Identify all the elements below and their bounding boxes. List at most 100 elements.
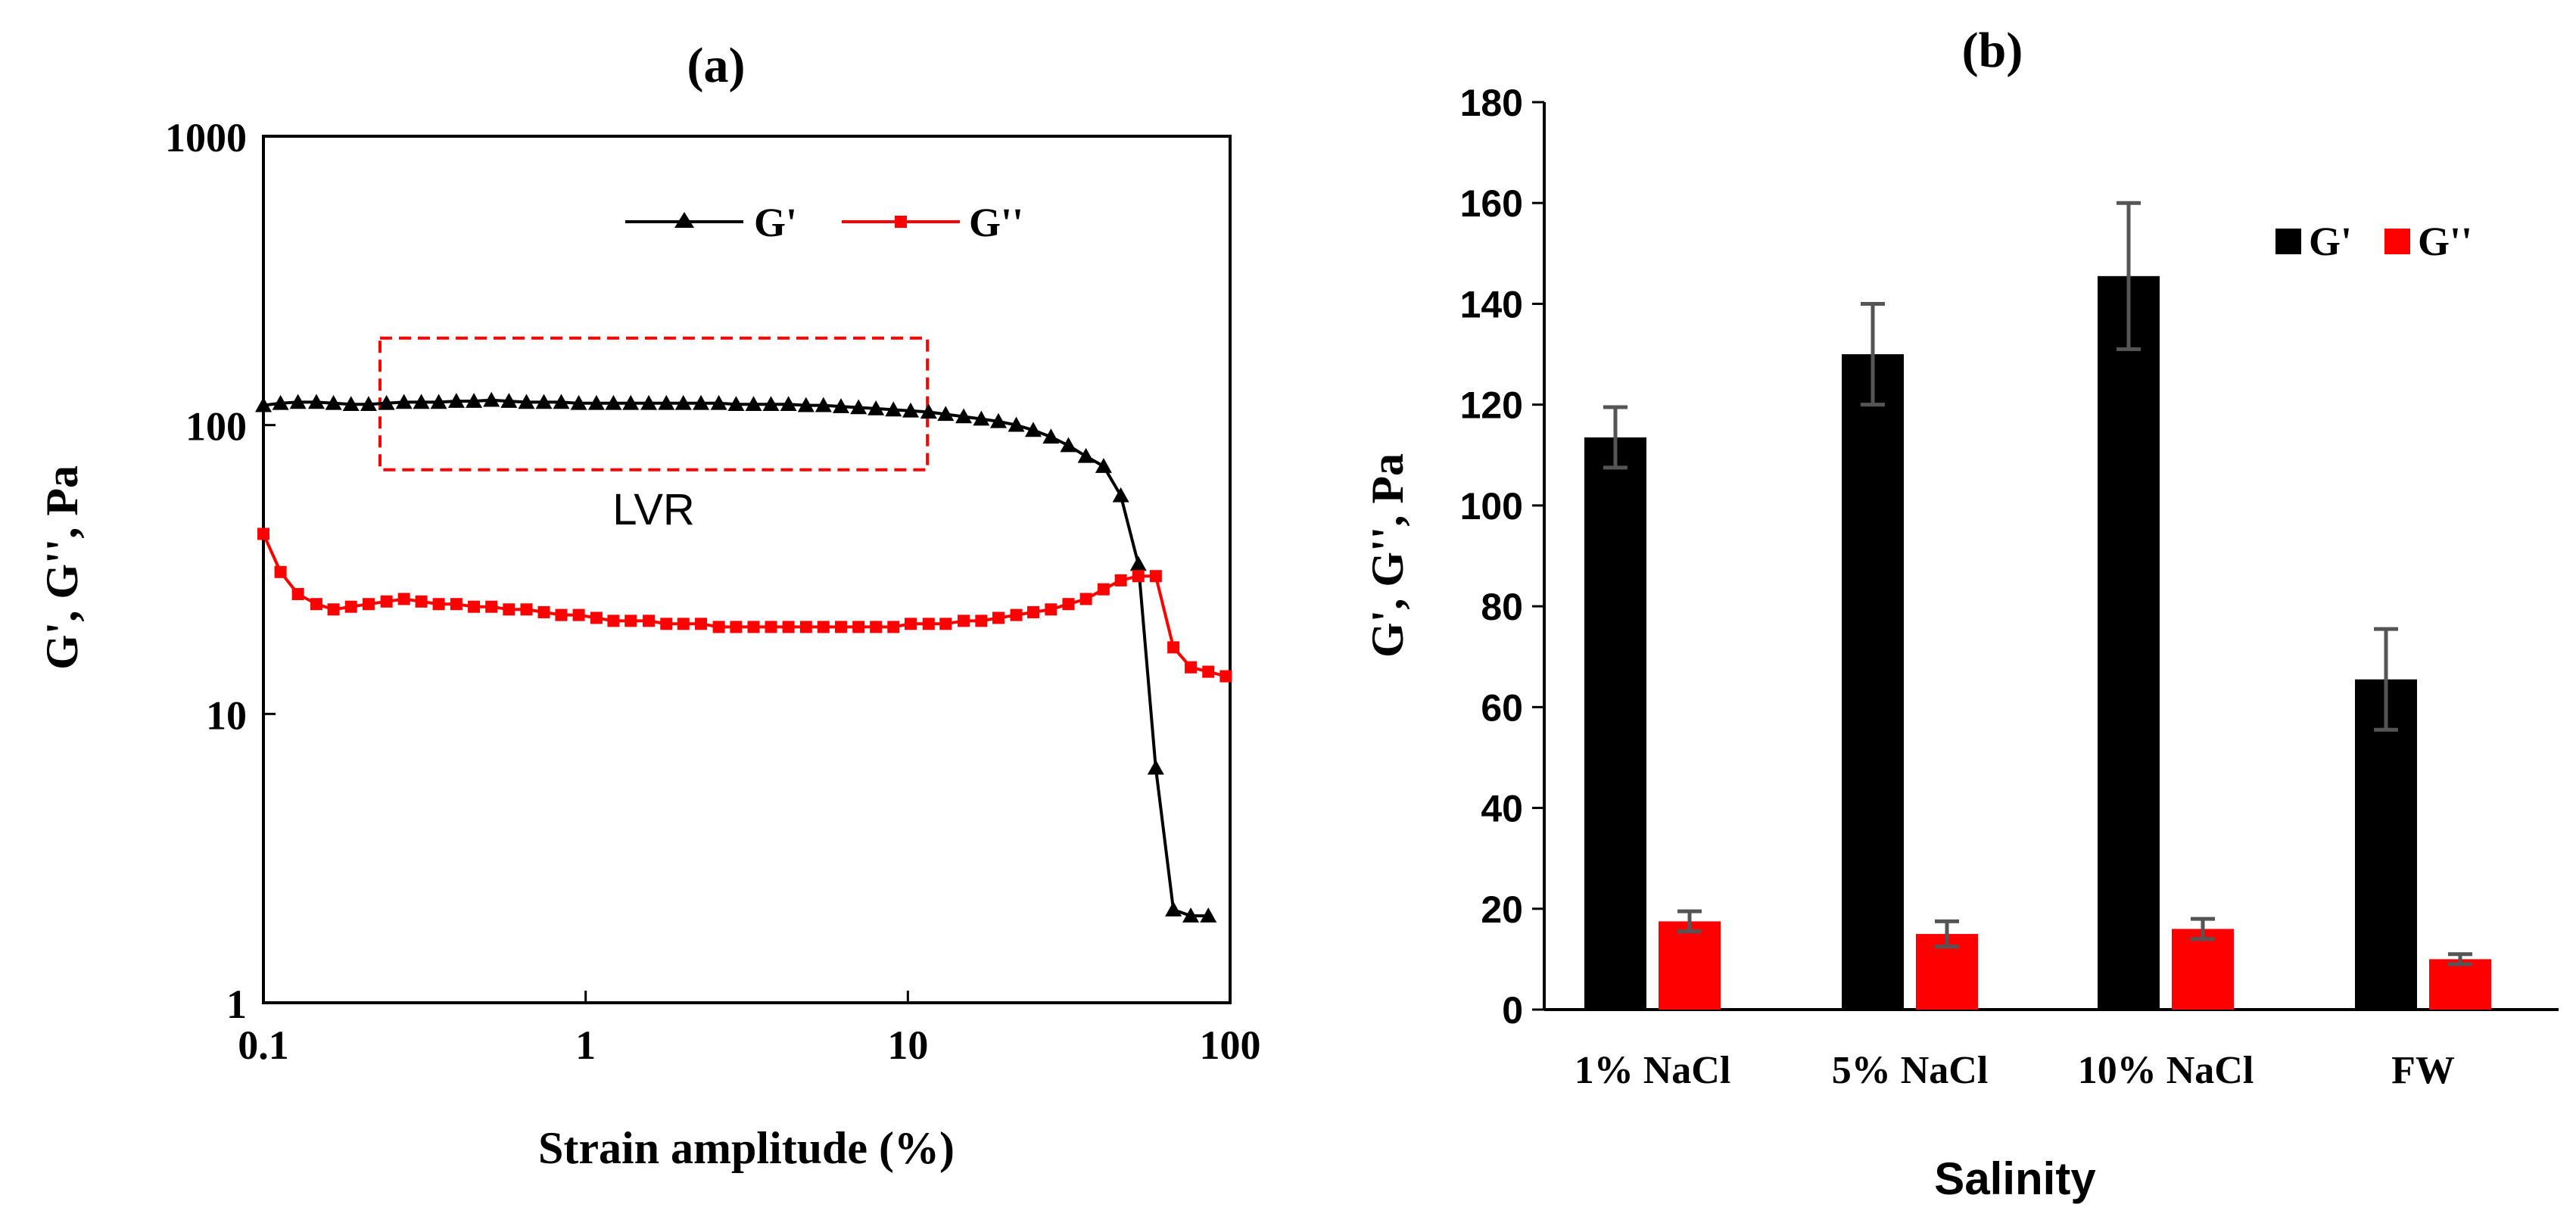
data-point-g-prime bbox=[518, 394, 535, 409]
data-point-g-double-prime bbox=[572, 608, 585, 621]
data-point-g-prime bbox=[1200, 907, 1217, 923]
legend-label-g-prime: G' bbox=[754, 200, 797, 245]
data-point-g-prime bbox=[342, 396, 360, 412]
error-bar bbox=[1677, 909, 1702, 934]
chart-b-y-axis: 0 20 40 60 80 100 120 140 160 180 bbox=[1460, 82, 1544, 1032]
bar-g-double-prime bbox=[2172, 929, 2234, 1010]
data-point-g-double-prime bbox=[1079, 593, 1092, 605]
error-bar bbox=[1603, 405, 1628, 470]
data-point-g-double-prime bbox=[257, 527, 269, 540]
data-point-g-double-prime bbox=[992, 612, 1005, 624]
data-point-g-prime bbox=[658, 394, 675, 410]
data-point-g-double-prime bbox=[310, 598, 322, 611]
data-point-g-prime bbox=[1024, 422, 1042, 437]
data-point-g-prime bbox=[727, 396, 745, 412]
data-point-g-double-prime bbox=[607, 615, 620, 627]
legend-marker-g-prime bbox=[674, 212, 694, 228]
data-point-g-prime bbox=[693, 394, 710, 410]
chart-a-title: (a) bbox=[687, 38, 746, 93]
data-point-g-double-prime bbox=[362, 598, 375, 611]
data-point-g-prime bbox=[535, 394, 553, 409]
data-point-g-double-prime bbox=[1219, 670, 1232, 683]
data-point-g-prime bbox=[815, 397, 832, 412]
data-point-g-double-prime bbox=[537, 605, 550, 618]
data-point-g-double-prime bbox=[503, 603, 516, 616]
chart-a-y-axis-label: G', G'', Pa bbox=[37, 465, 87, 670]
data-point-g-double-prime bbox=[904, 618, 917, 630]
y-tick-label: 40 bbox=[1481, 788, 1523, 830]
legend-swatch-g-prime bbox=[2275, 229, 2301, 254]
data-point-g-double-prime bbox=[555, 608, 568, 621]
chart-a-legend: G' G'' bbox=[625, 200, 1023, 245]
data-point-g-prime bbox=[255, 397, 272, 412]
lvr-label: LVR bbox=[612, 485, 695, 534]
data-point-g-prime bbox=[1060, 437, 1077, 453]
data-point-g-prime bbox=[780, 396, 797, 412]
data-point-g-double-prime bbox=[1062, 598, 1075, 611]
data-point-g-prime bbox=[640, 394, 658, 410]
y-tick-label: 120 bbox=[1460, 384, 1523, 427]
data-point-g-prime bbox=[570, 394, 587, 410]
legend-label-g-double-prime: G'' bbox=[2418, 219, 2472, 264]
data-point-g-double-prime bbox=[344, 600, 357, 613]
chart-b-x-axis-label: Salinity bbox=[1934, 1153, 2096, 1204]
data-point-g-double-prime bbox=[939, 618, 952, 630]
data-point-g-double-prime bbox=[677, 618, 690, 630]
data-point-g-double-prime bbox=[1097, 583, 1110, 596]
data-point-g-prime bbox=[885, 401, 902, 417]
y-tick-label: 180 bbox=[1460, 82, 1523, 124]
chart-a-y-axis: 1 10 100 1000 bbox=[165, 115, 276, 1027]
chart-b-bars bbox=[1584, 201, 2491, 1010]
chart-a-x-axis-label: Strain amplitude (%) bbox=[538, 1123, 955, 1173]
data-point-g-double-prime bbox=[1026, 605, 1039, 618]
data-point-g-prime bbox=[1077, 447, 1095, 463]
data-point-g-double-prime bbox=[1045, 603, 1057, 616]
error-bar bbox=[2448, 952, 2472, 966]
error-bar bbox=[2374, 627, 2398, 732]
data-point-g-prime bbox=[1008, 416, 1025, 432]
data-point-g-prime bbox=[447, 393, 465, 408]
data-point-g-double-prime bbox=[468, 600, 481, 613]
data-point-g-prime bbox=[360, 396, 377, 412]
y-tick-label: 100 bbox=[185, 404, 247, 450]
data-point-g-double-prime bbox=[485, 600, 498, 613]
y-tick-label: 1 bbox=[226, 982, 247, 1027]
chart-a-x-axis: 0.1 1 10 100 bbox=[238, 991, 1261, 1068]
category-label: FW bbox=[2391, 1049, 2455, 1092]
data-point-g-prime bbox=[937, 406, 955, 422]
legend-label-g-double-prime: G'' bbox=[969, 200, 1023, 245]
data-point-g-prime bbox=[307, 394, 325, 409]
data-point-g-double-prime bbox=[782, 621, 795, 633]
data-point-g-double-prime bbox=[380, 595, 393, 608]
y-tick-label: 160 bbox=[1460, 182, 1523, 225]
chart-b: (b) 0 20 40 60 80 100 120 140 160 180 1% NaCl 5% N… bbox=[1363, 23, 2559, 1204]
y-tick-label: 60 bbox=[1481, 686, 1523, 729]
bar-g-prime bbox=[1842, 354, 1904, 1010]
y-tick-label: 10 bbox=[206, 692, 247, 738]
data-point-g-double-prime bbox=[397, 593, 410, 605]
data-point-g-prime bbox=[762, 396, 780, 412]
y-tick-label: 0 bbox=[1502, 989, 1523, 1032]
data-point-g-prime bbox=[483, 391, 500, 407]
data-point-g-prime bbox=[674, 394, 692, 410]
x-tick-label: 0.1 bbox=[238, 1022, 289, 1068]
data-point-g-double-prime bbox=[870, 621, 883, 633]
data-point-g-double-prime bbox=[1132, 570, 1145, 583]
category-label: 5% NaCl bbox=[1832, 1049, 1989, 1092]
data-point-g-double-prime bbox=[765, 621, 777, 633]
error-bar bbox=[1935, 919, 1959, 949]
chart-b-y-axis-label: G', G'', Pa bbox=[1363, 453, 1413, 658]
data-point-g-prime bbox=[587, 394, 605, 410]
legend-swatch-g-double-prime bbox=[2384, 229, 2410, 254]
data-point-g-double-prime bbox=[834, 621, 847, 633]
y-tick-label: 80 bbox=[1481, 586, 1523, 628]
data-point-g-prime bbox=[605, 394, 622, 410]
x-tick-label: 10 bbox=[887, 1022, 928, 1068]
data-point-g-double-prime bbox=[450, 598, 463, 611]
error-bar bbox=[2191, 916, 2215, 941]
data-point-g-double-prime bbox=[852, 621, 865, 633]
data-point-g-prime bbox=[1042, 428, 1060, 444]
data-point-g-double-prime bbox=[327, 603, 340, 616]
data-point-g-double-prime bbox=[975, 615, 988, 627]
